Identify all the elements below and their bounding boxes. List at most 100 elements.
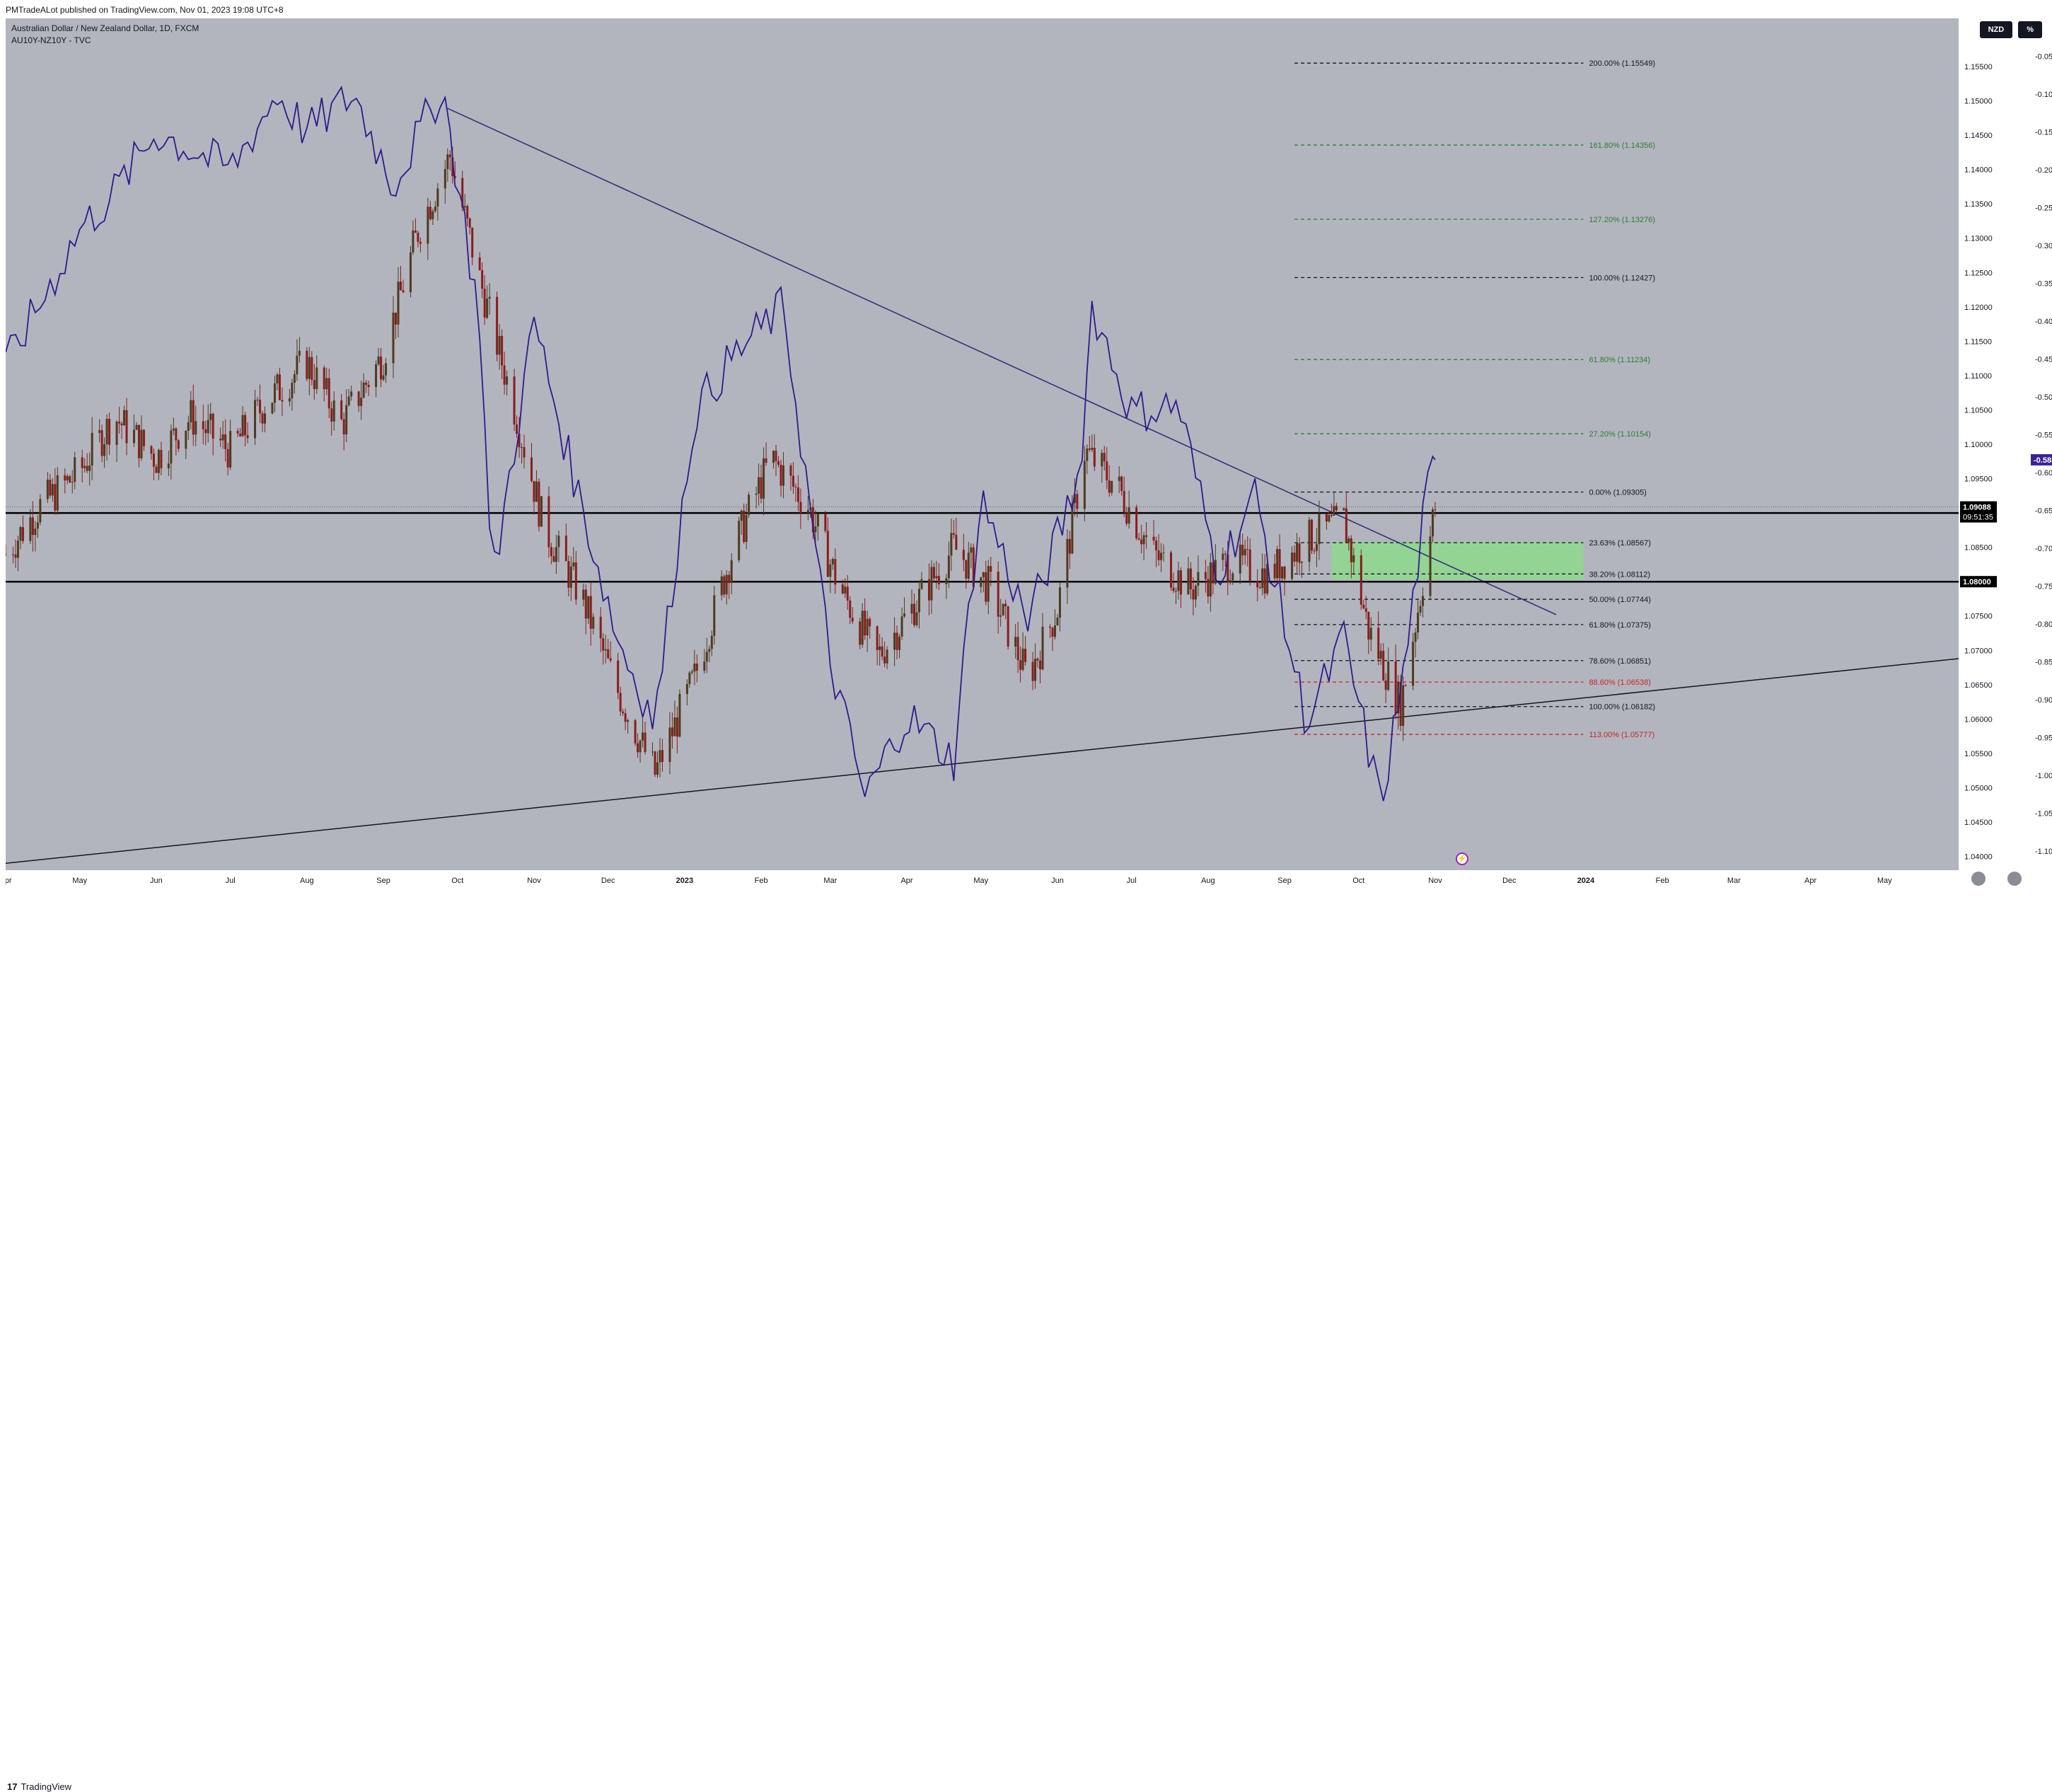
fib-level-label: 200.00% (1.15549) bbox=[1589, 59, 1655, 68]
candle-body bbox=[982, 572, 985, 577]
candle-body bbox=[824, 514, 827, 531]
candle-body bbox=[1360, 555, 1362, 605]
candle-body bbox=[1369, 628, 1372, 640]
candle-body bbox=[486, 299, 489, 318]
candle-body bbox=[1125, 512, 1128, 524]
fib-level-label: 38.20% (1.08112) bbox=[1589, 570, 1650, 579]
fib-zone bbox=[1331, 541, 1584, 580]
time-tick-label: Apr bbox=[6, 877, 12, 885]
candle-body bbox=[451, 157, 454, 177]
scroll-left-dot[interactable] bbox=[1971, 872, 1986, 886]
candle-body bbox=[311, 357, 313, 381]
candle-body bbox=[987, 566, 990, 602]
fib-level-label: 61.80% (1.11234) bbox=[1589, 356, 1650, 364]
candle-body bbox=[254, 400, 257, 439]
candle-body bbox=[1073, 494, 1076, 504]
candle-body bbox=[935, 576, 938, 579]
candle-body bbox=[1120, 476, 1123, 492]
candle-body bbox=[1315, 544, 1318, 551]
candle-body bbox=[708, 649, 711, 652]
candle-body bbox=[54, 484, 57, 511]
candle-body bbox=[1088, 448, 1091, 450]
candle-body bbox=[1293, 553, 1296, 562]
candle-body bbox=[1014, 637, 1017, 647]
candle-body bbox=[503, 365, 506, 385]
currency-unit-button[interactable]: NZD bbox=[1979, 21, 2013, 38]
candle-body bbox=[518, 434, 521, 448]
tradingview-logo[interactable]: 17 TradingView bbox=[7, 1781, 71, 1792]
candle-body bbox=[1086, 448, 1089, 461]
candle-body bbox=[1224, 553, 1227, 555]
candle-body bbox=[1352, 555, 1355, 562]
candle-body bbox=[574, 562, 577, 600]
candle-body bbox=[599, 616, 602, 639]
candle-body bbox=[1157, 550, 1160, 560]
candle-body bbox=[177, 440, 180, 449]
fib-level-label: 100.00% (1.06182) bbox=[1589, 703, 1655, 712]
spread-tick-label: -0.900% bbox=[2035, 696, 2052, 705]
candle-body bbox=[1091, 447, 1094, 450]
scroll-right-dot[interactable] bbox=[2007, 872, 2022, 886]
candle-body bbox=[1019, 660, 1022, 670]
candle-body bbox=[917, 589, 920, 613]
price-tick-label: 1.04000 bbox=[1964, 853, 1993, 862]
candle-body bbox=[1209, 562, 1212, 597]
price-tick-label: 1.05000 bbox=[1964, 784, 1993, 792]
candle-body bbox=[564, 536, 567, 562]
spread-tick-label: -0.850% bbox=[2035, 659, 2052, 667]
candle-body bbox=[330, 408, 333, 422]
time-tick-label: May bbox=[1877, 877, 1892, 885]
candle-body bbox=[1402, 685, 1405, 726]
unit-toggle: NZD % bbox=[1979, 21, 2042, 38]
candle-body bbox=[1036, 659, 1039, 661]
candle-body bbox=[362, 382, 365, 398]
candle-body bbox=[947, 555, 950, 579]
candle-body bbox=[1194, 585, 1197, 600]
price-chart[interactable]: 1.04000 1.04500 1.05000 1.05500 1.06000 1.065… bbox=[6, 18, 2052, 891]
candle-body bbox=[1241, 544, 1244, 556]
candle-body bbox=[211, 413, 214, 439]
candle-body bbox=[273, 383, 276, 403]
candle-body bbox=[1310, 519, 1313, 551]
candle-body bbox=[604, 649, 607, 651]
candle-body bbox=[728, 574, 731, 583]
candle-body bbox=[876, 626, 879, 650]
candle-body bbox=[155, 466, 158, 473]
candle-body bbox=[668, 727, 671, 763]
candle-body bbox=[900, 616, 903, 637]
candle-body bbox=[1417, 612, 1420, 632]
spread-tick-label: -0.500% bbox=[2035, 393, 2052, 402]
candle-body bbox=[190, 400, 192, 422]
candle-body bbox=[434, 207, 436, 212]
candle-body bbox=[261, 413, 264, 424]
price-tick-label: 1.14500 bbox=[1964, 132, 1993, 140]
candle-body bbox=[811, 507, 814, 533]
candle-body bbox=[152, 453, 155, 467]
candle-body bbox=[1364, 608, 1367, 612]
candle-body bbox=[1066, 538, 1069, 588]
percent-unit-button[interactable]: % bbox=[2018, 21, 2042, 38]
spread-tick-label: -0.950% bbox=[2035, 734, 2052, 743]
symbol-title: Australian Dollar / New Zealand Dollar, … bbox=[11, 23, 199, 33]
candle-body bbox=[609, 658, 612, 661]
candle-body bbox=[1382, 650, 1385, 681]
fib-level-label: 50.00% (1.07744) bbox=[1589, 596, 1650, 604]
candle-body bbox=[1187, 568, 1190, 595]
candle-body bbox=[142, 429, 145, 446]
candle-body bbox=[962, 549, 965, 560]
candle-body bbox=[1244, 549, 1246, 556]
chart-plot-area[interactable] bbox=[6, 18, 1959, 870]
candle-body bbox=[170, 430, 173, 464]
candle-body bbox=[298, 350, 301, 356]
candle-body bbox=[607, 649, 610, 659]
candle-body bbox=[1103, 453, 1106, 462]
candle-body bbox=[1343, 508, 1345, 511]
candle-body bbox=[463, 206, 466, 208]
candle-body bbox=[642, 732, 644, 741]
lightning-icon[interactable]: ⚡ bbox=[1456, 852, 1468, 865]
price-tick-label: 1.11500 bbox=[1964, 337, 1992, 346]
candle-body bbox=[1137, 538, 1140, 540]
candle-body bbox=[16, 541, 19, 558]
candle-body bbox=[720, 576, 723, 596]
candle-body bbox=[323, 367, 325, 390]
